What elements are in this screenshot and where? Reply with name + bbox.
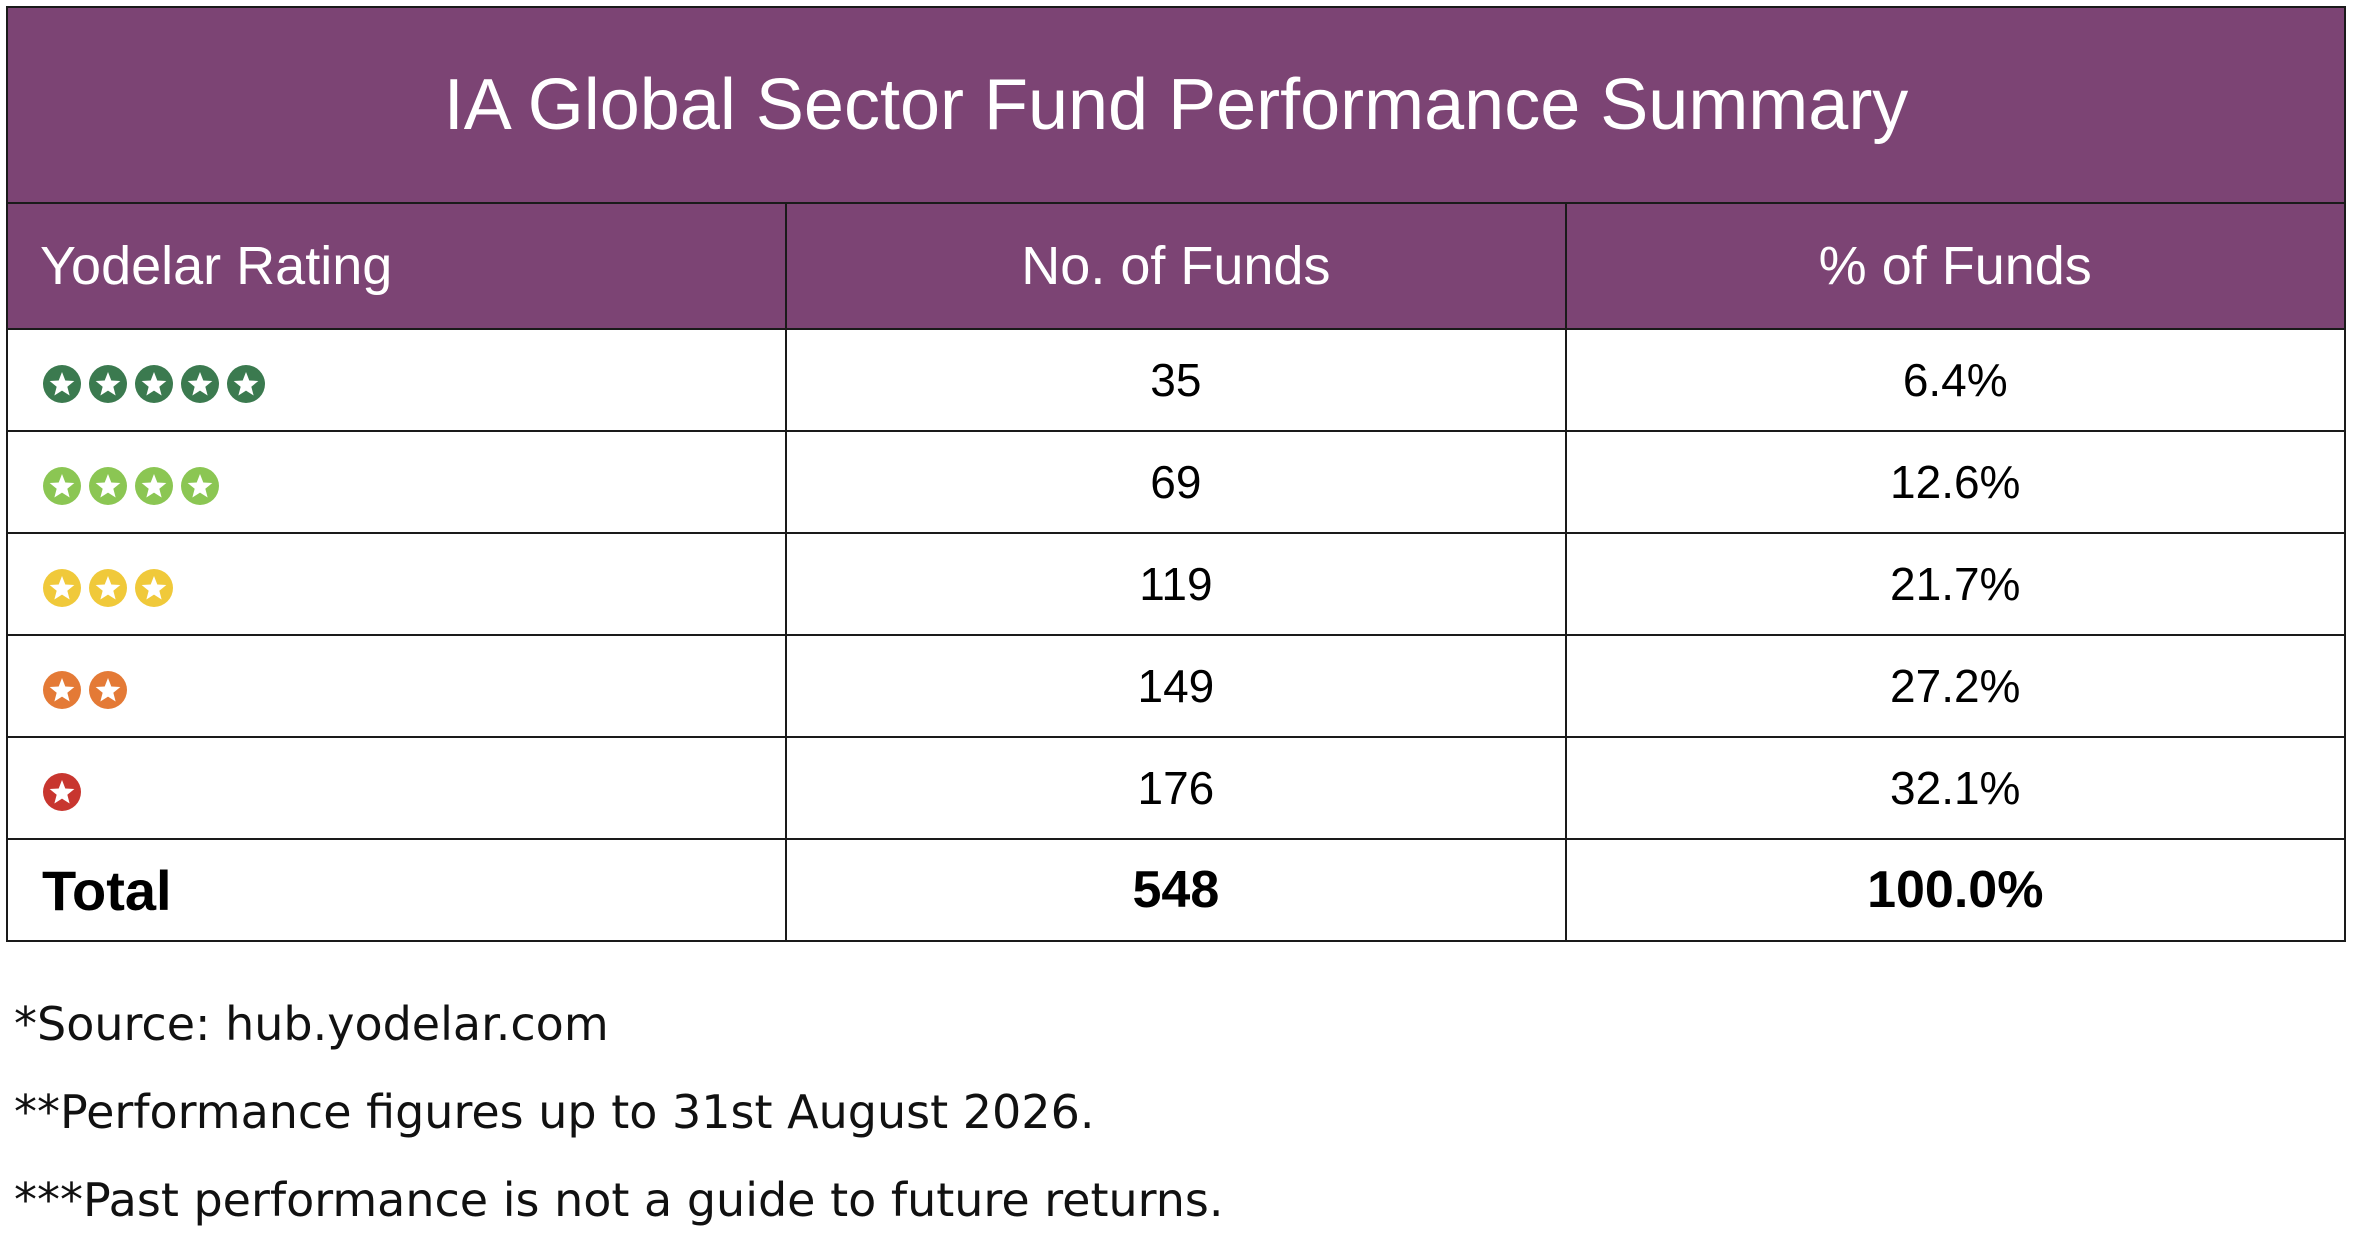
footnotes: *Source: hub.yodelar.com **Performance f… [14,980,1814,1244]
header-row: Yodelar Rating No. of Funds % of Funds [5,202,2346,330]
header-yodelar-rating: Yodelar Rating [5,202,788,330]
header-no-of-funds: No. of Funds [785,202,1567,330]
funds-count-cell: 119 [785,532,1567,636]
rating-cell [5,634,788,738]
star-icon [43,670,81,709]
star-icon [181,364,219,403]
funds-percent-cell: 32.1% [1564,736,2346,840]
table-row: 176 32.1% [5,736,2346,840]
total-row: Total 548 100.0% [5,838,2346,942]
star-icon [181,466,219,505]
star-icon [89,670,127,709]
total-funds-percent: 100.0% [1564,838,2346,942]
funds-count-cell: 149 [785,634,1567,738]
star-icon [43,364,81,403]
star-icon [43,772,81,811]
fund-performance-table: IA Global Sector Fund Performance Summar… [5,6,2346,942]
rating-cell [5,328,788,432]
table-row: 35 6.4% [5,328,2346,432]
table-row: 119 21.7% [5,532,2346,636]
star-icon [135,364,173,403]
star-icon [89,568,127,607]
star-icon [89,466,127,505]
star-icon [135,466,173,505]
rating-cell [5,430,788,534]
funds-count-cell: 176 [785,736,1567,840]
rating-cell [5,532,788,636]
star-rating [42,466,220,506]
funds-percent-cell: 6.4% [1564,328,2346,432]
funds-count-cell: 35 [785,328,1567,432]
disclaimer-note: ***Past performance is not a guide to fu… [14,1173,1224,1227]
rating-cell [5,736,788,840]
header-percent-of-funds: % of Funds [1564,202,2346,330]
star-icon [227,364,265,403]
funds-percent-cell: 12.6% [1564,430,2346,534]
star-rating [42,364,266,404]
performance-date-note: **Performance figures up to 31st August … [14,1085,1095,1139]
star-rating [42,670,128,710]
title-row: IA Global Sector Fund Performance Summar… [6,6,2346,204]
funds-count-cell: 69 [785,430,1567,534]
star-rating [42,772,82,812]
total-label: Total [5,838,788,942]
table-row: 149 27.2% [5,634,2346,738]
source-note: *Source: hub.yodelar.com [14,997,609,1051]
star-icon [43,466,81,505]
star-icon [43,568,81,607]
star-rating [42,568,174,608]
funds-percent-cell: 21.7% [1564,532,2346,636]
table-row: 69 12.6% [5,430,2346,534]
star-icon [135,568,173,607]
funds-percent-cell: 27.2% [1564,634,2346,738]
table-title: IA Global Sector Fund Performance Summar… [6,6,2346,204]
star-icon [89,364,127,403]
total-funds-count: 548 [785,838,1567,942]
